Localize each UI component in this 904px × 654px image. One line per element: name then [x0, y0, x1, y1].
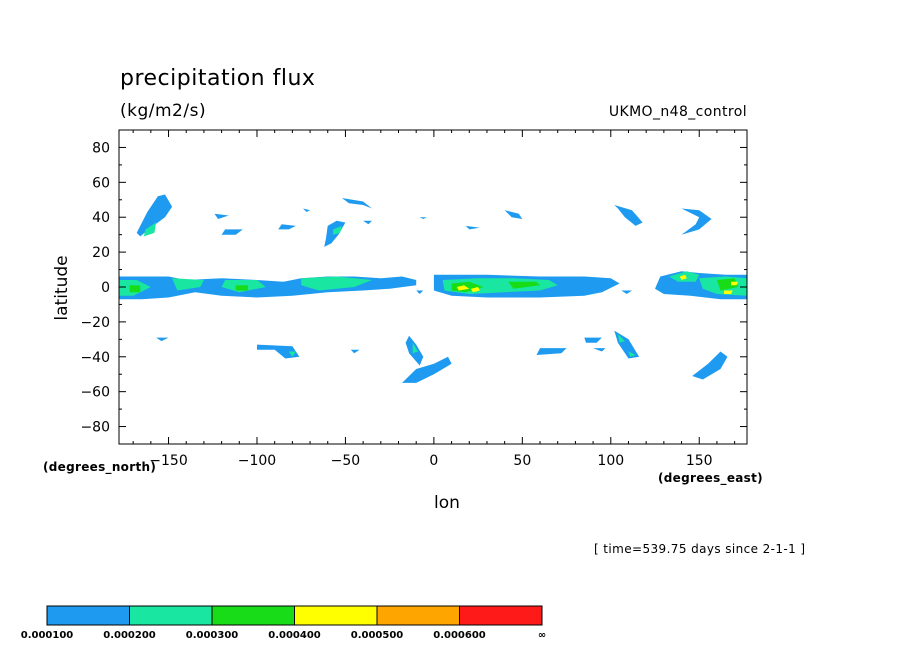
precip-region-48	[373, 283, 385, 287]
legend-swatch	[129, 605, 213, 626]
y-tick-label: −20	[80, 315, 110, 331]
x-tick-label: 100	[597, 453, 624, 469]
precip-region-44	[350, 349, 360, 354]
contour-fields	[119, 194, 747, 383]
precip-region-46	[419, 217, 427, 219]
precip-region-30	[214, 213, 229, 219]
precip-region-23	[333, 225, 342, 235]
y-tick-label: 60	[92, 175, 110, 191]
y-tick-label: 20	[92, 245, 110, 261]
legend-label: 0.000100	[21, 630, 74, 641]
legend-label: 0.000600	[433, 630, 486, 641]
precip-region-38	[628, 351, 636, 357]
precip-region-43	[156, 337, 169, 342]
legend-swatch	[211, 605, 295, 626]
x-tick-label: 50	[513, 453, 531, 469]
precip-region-41	[593, 348, 606, 352]
precip-region-36	[614, 330, 640, 359]
legend-label: 0.000300	[186, 630, 239, 641]
y-tick-label: −60	[80, 385, 110, 401]
y-tick-label: 40	[92, 210, 110, 226]
y-tick-label: 0	[101, 280, 110, 296]
precip-region-25	[504, 210, 523, 219]
model-label: UKMO_n48_control	[608, 104, 747, 120]
legend-label: 0.000400	[268, 630, 321, 641]
x-tick-label: −150	[149, 453, 187, 469]
legend-label: 0.000200	[103, 630, 156, 641]
precip-region-49	[416, 290, 424, 294]
x-tick-label: −100	[238, 453, 276, 469]
x-tick-label: 0	[429, 453, 438, 469]
precip-region-2	[172, 278, 204, 291]
precip-region-11	[456, 285, 470, 291]
precip-region-29	[221, 229, 243, 235]
precip-region-45	[303, 208, 311, 212]
precip-region-42	[692, 351, 728, 380]
precip-region-19	[731, 281, 739, 286]
time-note: [ time=539.75 days since 2-1-1 ]	[594, 542, 806, 556]
precip-region-51	[363, 220, 372, 225]
precip-region-20	[136, 194, 173, 237]
legend-swatch	[459, 605, 543, 626]
y-tick-label: −40	[80, 350, 110, 366]
y-axis-units: (degrees_north)	[43, 460, 157, 474]
x-tick-label: −50	[331, 453, 361, 469]
x-tick-label: 150	[686, 453, 713, 469]
legend-swatch	[46, 605, 130, 626]
legend-swatch	[294, 605, 378, 626]
y-tick-label: −80	[80, 420, 110, 436]
precip-region-0	[119, 276, 417, 300]
precip-region-12	[471, 287, 480, 293]
precip-region-47	[465, 225, 480, 230]
precip-region-18	[724, 290, 733, 294]
precip-region-50	[621, 290, 632, 294]
chart-units: (kg/m2/s)	[120, 101, 207, 121]
precip-region-10	[508, 281, 540, 289]
legend-label: 0.000500	[351, 630, 404, 641]
precip-region-17	[679, 274, 687, 280]
chart-title: precipitation flux	[120, 66, 316, 91]
precip-region-39	[536, 348, 567, 355]
x-axis-units: (degrees_east)	[658, 471, 763, 485]
legend-label: ∞	[538, 630, 546, 641]
x-axis-label: lon	[434, 493, 460, 513]
y-tick-label: 80	[92, 140, 110, 156]
precip-region-5	[235, 285, 249, 291]
color-legend: 0.000100 0.000200 0.000300 0.000400 0.000500…	[21, 605, 546, 641]
precip-region-16	[716, 278, 739, 291]
legend-swatch	[376, 605, 460, 626]
precip-region-24	[341, 198, 372, 209]
precip-region-21	[143, 222, 157, 237]
precip-region-35	[288, 351, 296, 357]
precip-region-6	[129, 285, 141, 293]
precip-region-34	[257, 344, 300, 359]
precip-region-40	[584, 337, 602, 343]
axes: −150 −100 −50 0 50 100 150 −80 −60 −40 −20 0 20 40 60 8…	[80, 129, 747, 469]
precip-region-26	[614, 205, 643, 226]
precip-region-32	[412, 342, 418, 354]
precip-region-37	[617, 334, 625, 343]
precip-region-33	[402, 356, 452, 383]
precip-region-27	[681, 208, 712, 235]
precip-region-4	[301, 276, 372, 291]
precip-region-28	[278, 224, 296, 230]
